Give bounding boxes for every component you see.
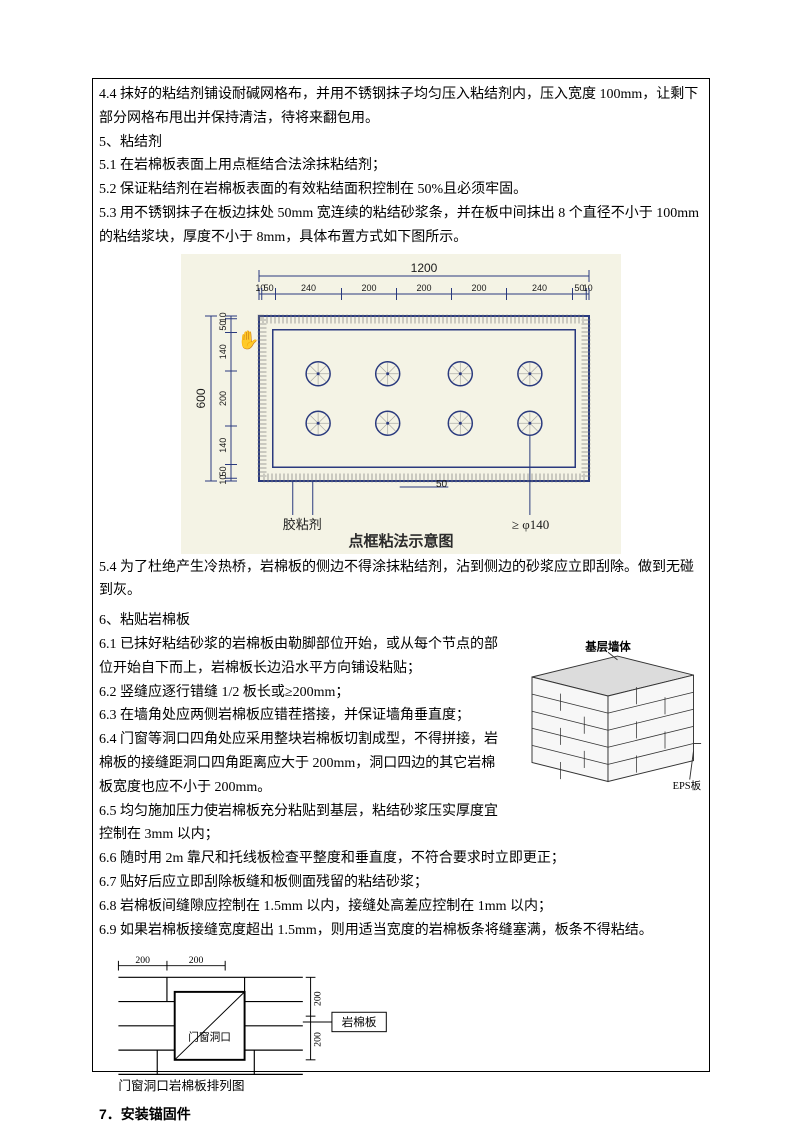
- svg-text:门窗洞口岩棉板排列图: 门窗洞口岩棉板排列图: [118, 1079, 244, 1093]
- para-5-2: 5.2 保证粘结剂在岩棉板表面的有效粘结面积控制在 50%且必须牢固。: [99, 178, 703, 202]
- svg-text:≥ φ140: ≥ φ140: [512, 517, 549, 532]
- para-5-3: 5.3 用不锈钢抹子在板边抹处 50mm 宽连续的粘结砂浆条，并在板中间抹出 8…: [99, 202, 703, 250]
- svg-text:10: 10: [218, 474, 228, 484]
- svg-text:50: 50: [218, 320, 228, 330]
- heading-6: 6、粘贴岩棉板: [99, 609, 703, 633]
- para-6-9: 6.9 如果岩棉板接缝宽度超出 1.5mm，则用适当宽度的岩棉板条将缝塞满，板条…: [99, 919, 703, 943]
- svg-text:200: 200: [416, 283, 431, 293]
- svg-text:140: 140: [218, 344, 228, 359]
- para-5-4: 5.4 为了杜绝产生冷热桥，岩棉板的侧边不得涂抹粘结剂，沾到侧边的砂浆应立即刮除…: [99, 556, 703, 604]
- para-4-4: 4.4 抹好的粘结剂铺设耐碱网格布，并用不锈钢抹子均匀压入粘结剂内，压入宽度 1…: [99, 83, 703, 131]
- heading-7: 7．安装锚固件: [99, 1103, 703, 1127]
- svg-text:200: 200: [189, 955, 204, 966]
- svg-text:岩棉板: 岩棉板: [342, 1015, 377, 1029]
- heading-5: 5、粘结剂: [99, 131, 703, 155]
- svg-text:10: 10: [583, 283, 593, 293]
- figure-adhesive-layout: 1200105024020020020024050106001050140200…: [181, 254, 621, 554]
- svg-text:胶粘剂: 胶粘剂: [283, 517, 322, 532]
- svg-text:140: 140: [218, 437, 228, 452]
- para-6-5: 6.5 均匀施加压力使岩棉板充分粘贴到基层，粘结砂浆压实厚度宜控制在 3mm 以…: [99, 800, 703, 848]
- svg-text:1200: 1200: [411, 261, 438, 275]
- svg-text:点框粘法示意图: 点框粘法示意图: [348, 532, 453, 550]
- svg-text:200: 200: [312, 992, 323, 1007]
- para-6-7: 6.7 贴好后应立即刮除板缝和板侧面残留的粘结砂浆；: [99, 871, 703, 895]
- svg-text:门窗洞口: 门窗洞口: [188, 1031, 231, 1044]
- svg-text:200: 200: [361, 283, 376, 293]
- svg-text:200: 200: [218, 391, 228, 406]
- svg-text:240: 240: [301, 283, 316, 293]
- svg-text:50: 50: [436, 479, 448, 490]
- svg-text:基层墙体: 基层墙体: [584, 639, 631, 653]
- svg-text:200: 200: [135, 955, 150, 966]
- svg-text:600: 600: [194, 388, 208, 408]
- svg-text:50: 50: [264, 283, 274, 293]
- svg-text:EPS板: EPS板: [673, 779, 702, 791]
- svg-text:✋: ✋: [237, 329, 259, 350]
- svg-text:240: 240: [532, 283, 547, 293]
- figure-corner-lap: 基层墙体 EPS板: [513, 639, 703, 800]
- para-6-8: 6.8 岩棉板间缝隙应控制在 1.5mm 以内，接缝处高差应控制在 1mm 以内…: [99, 895, 703, 919]
- figure-opening-layout: 门窗洞口 200 200 200 200 岩棉板门窗洞口岩棉板排列图: [99, 948, 429, 1103]
- para-5-1: 5.1 在岩棉板表面上用点框结合法涂抹粘结剂；: [99, 154, 703, 178]
- svg-text:200: 200: [312, 1032, 323, 1047]
- svg-text:200: 200: [471, 283, 486, 293]
- para-6-6: 6.6 随时用 2m 靠尺和托线板检查平整度和垂直度，不符合要求时立即更正；: [99, 847, 703, 871]
